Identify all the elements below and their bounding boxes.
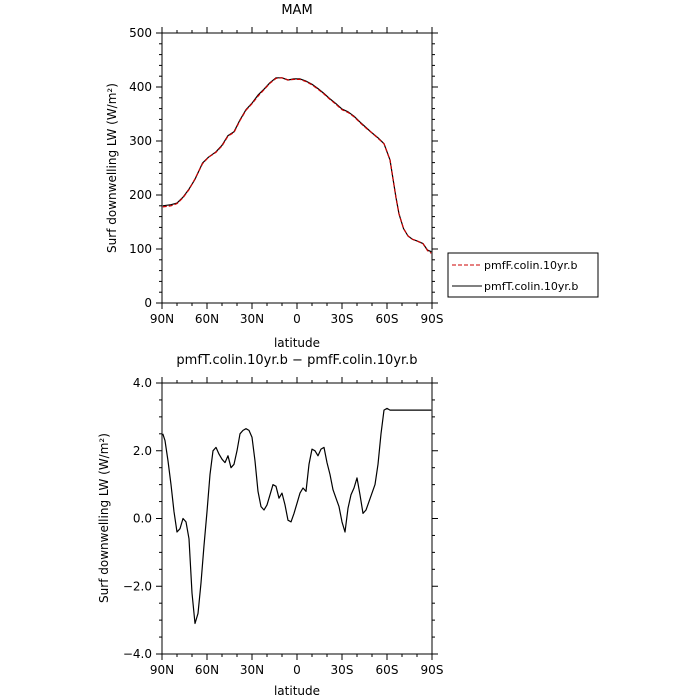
y-tick-label: 0 xyxy=(144,296,152,310)
x-tick-labels: 90N 60N 30N 0 30S 60S 90S xyxy=(150,663,444,677)
legend-label: pmfT.colin.10yr.b xyxy=(484,280,578,293)
series-line xyxy=(162,77,432,254)
series-line xyxy=(162,77,432,253)
series-group xyxy=(162,407,432,625)
legend-label: pmfF.colin.10yr.b xyxy=(484,259,578,272)
x-tick-label: 90S xyxy=(421,663,444,677)
series-line xyxy=(162,407,432,625)
x-tick-label: 60S xyxy=(376,663,399,677)
x-tick-label: 60N xyxy=(195,663,219,677)
y-tick-label: 100 xyxy=(129,242,152,256)
x-axis-title: latitude xyxy=(274,684,320,698)
y-tick-label: −2.0 xyxy=(123,579,152,593)
x-tick-label: 0 xyxy=(293,312,301,326)
legend: pmfF.colin.10yr.b pmfT.colin.10yr.b xyxy=(447,252,599,298)
y-tick-label: 2.0 xyxy=(133,444,152,458)
legend-box xyxy=(447,252,599,298)
axis-ticks xyxy=(156,377,438,660)
x-tick-label: 60N xyxy=(195,312,219,326)
panel-bottom: pmfT.colin.10yr.b − pmfF.colin.10yr.b 90… xyxy=(97,353,443,698)
x-tick-label: 30S xyxy=(331,663,354,677)
y-axis-title: Surf downwelling LW (W/m²) xyxy=(97,433,111,603)
x-tick-label: 0 xyxy=(293,663,301,677)
y-tick-label: 500 xyxy=(129,26,152,40)
x-tick-label: 60S xyxy=(376,312,399,326)
plot-frame xyxy=(161,382,433,655)
x-tick-label: 30N xyxy=(240,312,264,326)
y-tick-label: 0.0 xyxy=(133,512,152,526)
x-tick-label: 30N xyxy=(240,663,264,677)
chart-title: pmfT.colin.10yr.b − pmfF.colin.10yr.b xyxy=(176,353,417,368)
x-axis-title: latitude xyxy=(274,336,320,350)
y-tick-label: 200 xyxy=(129,188,152,202)
x-tick-label: 90N xyxy=(150,663,174,677)
chart-title: MAM xyxy=(281,3,312,18)
panel-top: MAM 90N 60N 30N 0 30S 60S 90S 0 100 200 300 400 500… xyxy=(105,3,599,350)
y-tick-label: −4.0 xyxy=(123,647,152,661)
series-group xyxy=(162,77,432,254)
x-tick-label: 90N xyxy=(150,312,174,326)
y-axis-title: Surf downwelling LW (W/m²) xyxy=(105,83,119,253)
y-tick-labels: 0 100 200 300 400 500 xyxy=(129,26,152,310)
x-tick-label: 30S xyxy=(331,312,354,326)
x-tick-labels: 90N 60N 30N 0 30S 60S 90S xyxy=(150,312,444,326)
y-tick-label: 400 xyxy=(129,80,152,94)
axis-ticks xyxy=(156,27,438,309)
y-tick-labels: −4.0 −2.0 0.0 2.0 4.0 xyxy=(123,376,152,661)
x-tick-label: 90S xyxy=(421,312,444,326)
y-tick-label: 4.0 xyxy=(133,376,152,390)
y-tick-label: 300 xyxy=(129,134,152,148)
